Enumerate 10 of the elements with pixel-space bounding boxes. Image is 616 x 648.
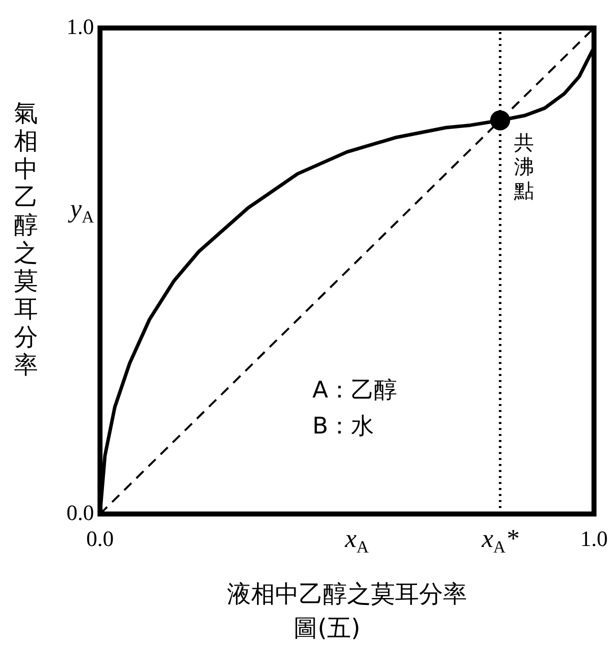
y-tick-label: 1.0 (66, 14, 94, 39)
text: 氣相中乙醇之莫耳分率 (14, 99, 38, 380)
annotation: B：水 (312, 413, 374, 440)
x-tick-label: 1.0 (580, 526, 608, 551)
y-tick-label: 0.0 (66, 500, 94, 525)
x-axis-title: 液相中乙醇之莫耳分率 (227, 580, 467, 608)
annotation: A：乙醇 (312, 377, 398, 404)
annotation: 共沸點 (513, 130, 534, 203)
text: 圖(五) (294, 614, 360, 642)
x-tick-label: 0.0 (86, 526, 114, 551)
